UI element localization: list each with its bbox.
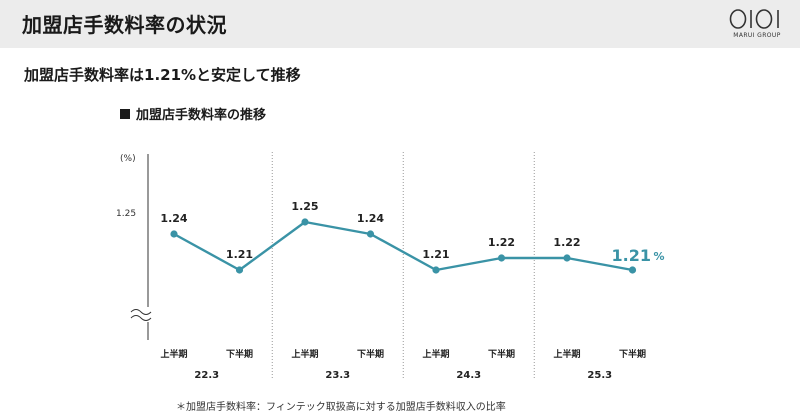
oioi-logo-mark-icon [729,9,779,29]
data-point [170,230,178,238]
x-category-label: 下半期 [488,348,515,360]
data-point [235,266,244,274]
logo-caption: MARUI GROUP [733,32,781,39]
maruigroup-logo: MARUI GROUP [727,8,787,42]
data-label: 1.25 [291,200,318,213]
x-category-label: 上半期 [422,348,449,360]
data-point [432,266,440,274]
footnote: ＊加盟店手数料率：フィンテック取扱高に対する加盟店手数料収入の比率 [176,402,506,413]
x-category-label: 下半期 [619,348,646,360]
subtitle: 加盟店手数料率は1.21%と安定して推移 [24,66,301,84]
data-label-unit: % [654,250,665,263]
y-tick-label: 1.25 [116,209,136,219]
series-line [173,220,633,272]
chart-title: 加盟店手数料率の推移 [136,108,267,123]
page-title: 加盟店手数料率の状況 [22,13,227,37]
x-group-label: 22.3 [194,370,219,381]
data-label: 1.22 [488,236,515,249]
data-label: 1.21 [422,248,449,261]
x-category-label: 上半期 [160,348,187,360]
x-category-label: 下半期 [226,348,253,360]
data-point [628,266,637,274]
x-group-label: 25.3 [587,370,612,381]
data-point [301,218,309,226]
data-label-highlight: 1.21 [612,246,651,265]
data-point [366,230,375,238]
x-group-label: 23.3 [325,370,350,381]
axis-break-mark-bottom [130,315,152,321]
header-band [0,0,800,48]
data-label: 1.24 [160,212,187,225]
y-unit-label: (%) [120,154,136,164]
x-category-label: 上半期 [553,348,580,360]
data-point [497,254,506,262]
data-label: 1.21 [226,248,253,261]
x-category-label: 上半期 [291,348,318,360]
data-label: 1.22 [553,236,580,249]
data-point [563,254,571,262]
chart-title-row: 加盟店手数料率の推移 [120,104,266,123]
axis-break-mark-top [130,309,152,315]
square-bullet-icon [120,109,130,119]
data-label: 1.24 [357,212,384,225]
x-category-label: 下半期 [357,348,384,360]
x-group-label: 24.3 [456,370,481,381]
